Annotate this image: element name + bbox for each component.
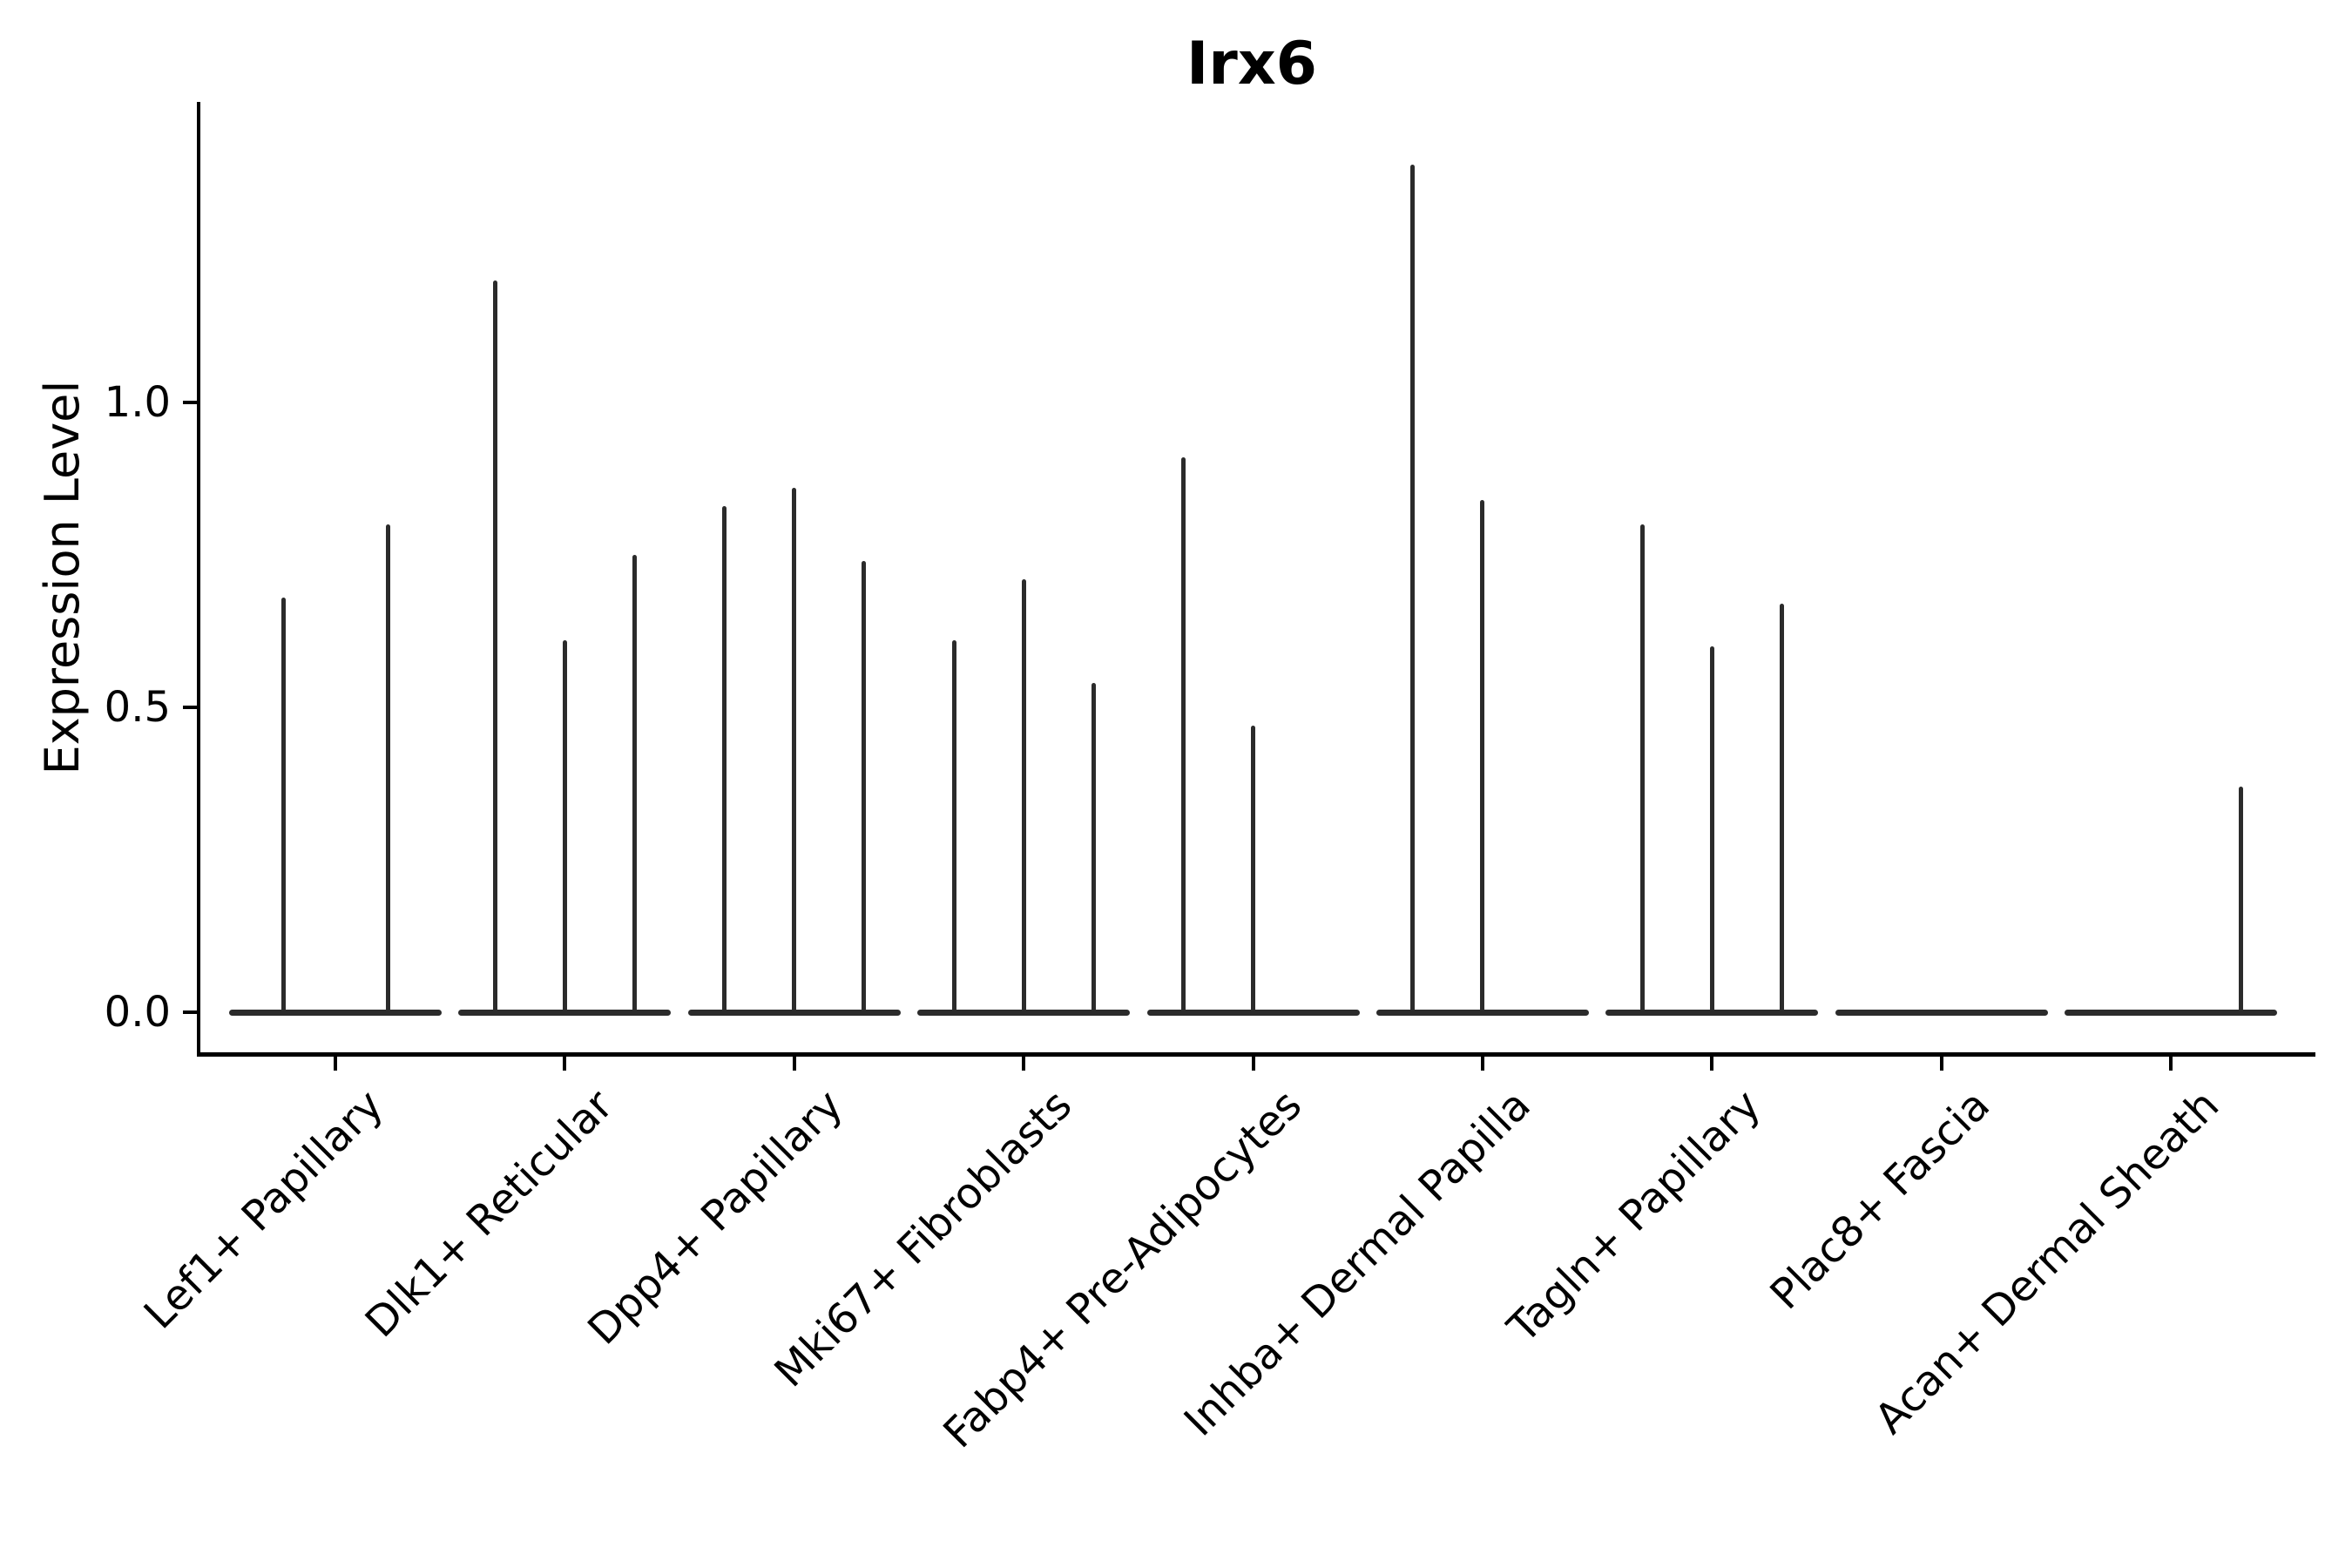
violin-spike <box>492 280 497 1012</box>
violin-spike <box>862 561 867 1012</box>
violin-spike <box>1709 646 1714 1012</box>
x-tick-label: Plac8+ Fascia <box>1761 1080 1999 1320</box>
x-tick-mark <box>1022 1057 1026 1071</box>
y-tick-label: 0.5 <box>104 683 171 732</box>
violin-baseline <box>1605 1009 1819 1016</box>
y-axis-spine <box>197 102 200 1057</box>
x-tick-label: Dpp4+ Papillary <box>578 1080 852 1355</box>
x-tick-label: Tagln+ Papillary <box>1497 1080 1770 1353</box>
x-tick-mark <box>1939 1057 1943 1071</box>
violin-spike <box>722 506 727 1012</box>
violin-baseline <box>229 1009 442 1016</box>
violin-spike <box>562 640 567 1012</box>
violin-baseline <box>1146 1009 1360 1016</box>
x-tick-mark <box>2169 1057 2173 1071</box>
y-tick-label: 1.0 <box>104 378 171 427</box>
violin-spike <box>1021 579 1026 1012</box>
violin-baseline <box>917 1009 1131 1016</box>
violin-baseline <box>2065 1009 2277 1016</box>
violin-spike <box>1480 500 1485 1012</box>
violin-spike <box>1639 524 1645 1012</box>
violin-baseline <box>1835 1009 2048 1016</box>
x-tick-mark <box>1710 1057 1714 1071</box>
violin-spike <box>1779 604 1784 1012</box>
y-tick-mark <box>183 401 197 404</box>
x-tick-mark <box>334 1057 337 1071</box>
y-tick-mark <box>183 706 197 709</box>
violin-spike <box>951 640 956 1012</box>
x-tick-label: Lef1+ Papillary <box>135 1080 394 1339</box>
x-tick-mark <box>1480 1057 1484 1071</box>
violin-baseline <box>458 1009 672 1016</box>
y-tick-label: 0.0 <box>104 988 171 1037</box>
x-tick-mark <box>563 1057 567 1071</box>
violin-spike <box>1181 457 1186 1012</box>
chart-title: Irx6 <box>1186 30 1317 98</box>
violin-baseline <box>1375 1009 1589 1016</box>
x-axis-spine <box>197 1052 2315 1057</box>
violin-baseline <box>687 1009 901 1016</box>
violin-spike <box>385 524 390 1012</box>
x-tick-label: Dlk1+ Reticular <box>355 1080 623 1348</box>
violin-spike <box>1091 683 1096 1012</box>
violin-spike <box>2238 787 2243 1012</box>
x-tick-mark <box>792 1057 796 1071</box>
violin-spike <box>632 555 637 1012</box>
violin-spike <box>280 598 286 1012</box>
x-tick-mark <box>1251 1057 1255 1071</box>
y-tick-mark <box>183 1010 197 1014</box>
violin-spike <box>1251 726 1255 1012</box>
violin-spike <box>1410 165 1416 1012</box>
violin-spike <box>792 488 797 1012</box>
